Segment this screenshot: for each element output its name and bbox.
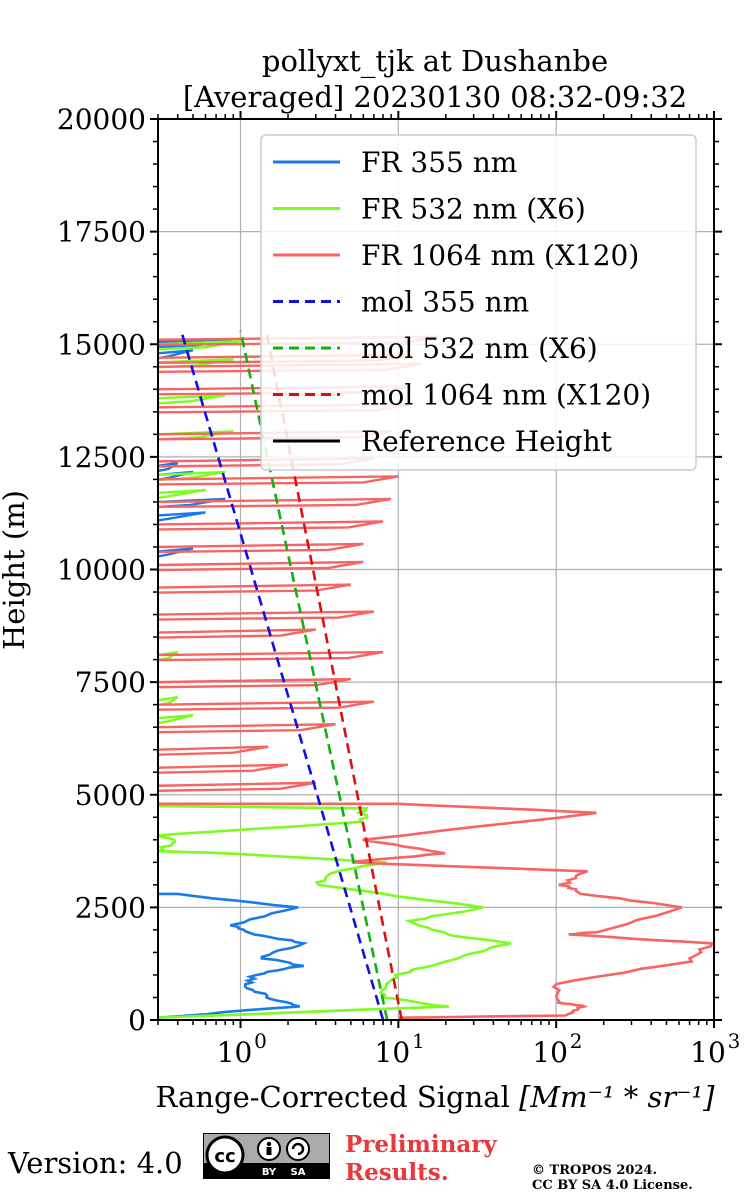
chart-svg: 0250050007500100001250015000175002000010… <box>0 44 740 1114</box>
series-spike-2 <box>158 781 317 792</box>
series-spike-2 <box>158 542 364 554</box>
preliminary-line: Preliminary <box>345 1131 497 1158</box>
share-alike-icon <box>286 1137 310 1161</box>
legend-label: mol 355 nm <box>361 286 529 319</box>
series-spike-0 <box>158 511 206 522</box>
series-spike-2 <box>158 628 317 639</box>
legend-label: Reference Height <box>361 425 613 458</box>
x-tick-label: 10 <box>217 1036 253 1069</box>
series-line-2 <box>158 802 714 1019</box>
y-tick-label: 12500 <box>57 441 146 474</box>
x-tick-exponent: 2 <box>570 1029 583 1053</box>
preliminary-results-label: Preliminary Results. <box>345 1131 497 1187</box>
x-tick-exponent: 1 <box>412 1029 425 1053</box>
copyright-line: © TROPOS 2024. <box>532 1163 658 1178</box>
series-spike-2 <box>158 722 336 734</box>
y-axis-label: Height (m) <box>0 490 31 650</box>
series-spike-2 <box>158 560 364 572</box>
version-label: Version: 4.0 <box>8 1146 183 1180</box>
y-tick-label: 17500 <box>57 216 146 249</box>
y-tick-label: 2500 <box>75 891 146 924</box>
series-spike-2 <box>158 520 384 531</box>
series-spike-1 <box>158 488 206 500</box>
axis-ticks: 0250050007500100001250015000175002000010… <box>57 103 740 1069</box>
copyright-notice: © TROPOS 2024. CC BY SA 4.0 License. <box>532 1163 693 1193</box>
series-spike-2 <box>158 610 375 621</box>
series-spike-2 <box>158 475 399 486</box>
legend-label: mol 1064 nm (X120) <box>361 379 651 412</box>
y-tick-label: 0 <box>128 1004 146 1037</box>
license-line: CC BY SA 4.0 License. <box>532 1178 693 1193</box>
series-spike-2 <box>158 497 392 509</box>
series-spike-2 <box>158 650 384 662</box>
y-tick-label: 5000 <box>75 779 146 812</box>
series-line-4 <box>239 330 389 1020</box>
series-line-1 <box>158 804 512 1019</box>
x-tick-exponent: 0 <box>254 1029 267 1053</box>
x-tick-label: 10 <box>375 1036 411 1069</box>
series-spike-1 <box>158 713 194 725</box>
y-tick-label: 7500 <box>75 666 146 699</box>
y-tick-label: 20000 <box>57 103 146 136</box>
x-axis-label-text: Range-Corrected Signal <box>156 1080 510 1114</box>
y-tick-label: 15000 <box>57 328 146 361</box>
x-axis-label-unit: [Mm⁻¹ * sr⁻¹] <box>519 1080 715 1114</box>
cc-by-sa-badge[interactable]: cc BY SA <box>203 1133 330 1179</box>
x-tick-label: 10 <box>690 1036 726 1069</box>
y-tick-label: 10000 <box>57 554 146 587</box>
x-tick-exponent: 3 <box>728 1029 741 1053</box>
sa-label: SA <box>291 1167 306 1178</box>
x-tick-label: 10 <box>532 1036 568 1069</box>
results-line: Results. <box>345 1159 449 1186</box>
series-spike-2 <box>158 677 352 689</box>
series-spike-2 <box>158 763 289 774</box>
series-line-0 <box>158 892 309 1019</box>
series-spike-1 <box>158 394 226 405</box>
legend-box <box>260 134 697 471</box>
legend-label: FR 1064 nm (X120) <box>361 239 639 272</box>
by-label: BY <box>262 1167 277 1178</box>
x-axis-label: Range-Corrected Signal [Mm⁻¹ * sr⁻¹] <box>156 1080 716 1114</box>
cc-icon-text: cc <box>214 1146 235 1167</box>
legend-label: FR 532 nm (X6) <box>361 193 586 226</box>
series-line-3 <box>179 330 385 1020</box>
legend-label: mol 532 nm (X6) <box>361 332 598 365</box>
cc-icon <box>205 1135 245 1175</box>
legend-label: FR 355 nm <box>361 146 517 179</box>
legend: FR 355 nm FR 532 nm (X6) FR 1064 nm (X120)… <box>260 134 697 471</box>
series-spike-2 <box>158 583 352 594</box>
series-spike-2 <box>158 745 269 756</box>
chart-title: pollyxt_tjk at Dushanbe <box>262 44 608 79</box>
series-spike-2 <box>158 700 375 711</box>
chart-subtitle: [Averaged] 20230130 08:32-09:32 <box>183 80 687 114</box>
